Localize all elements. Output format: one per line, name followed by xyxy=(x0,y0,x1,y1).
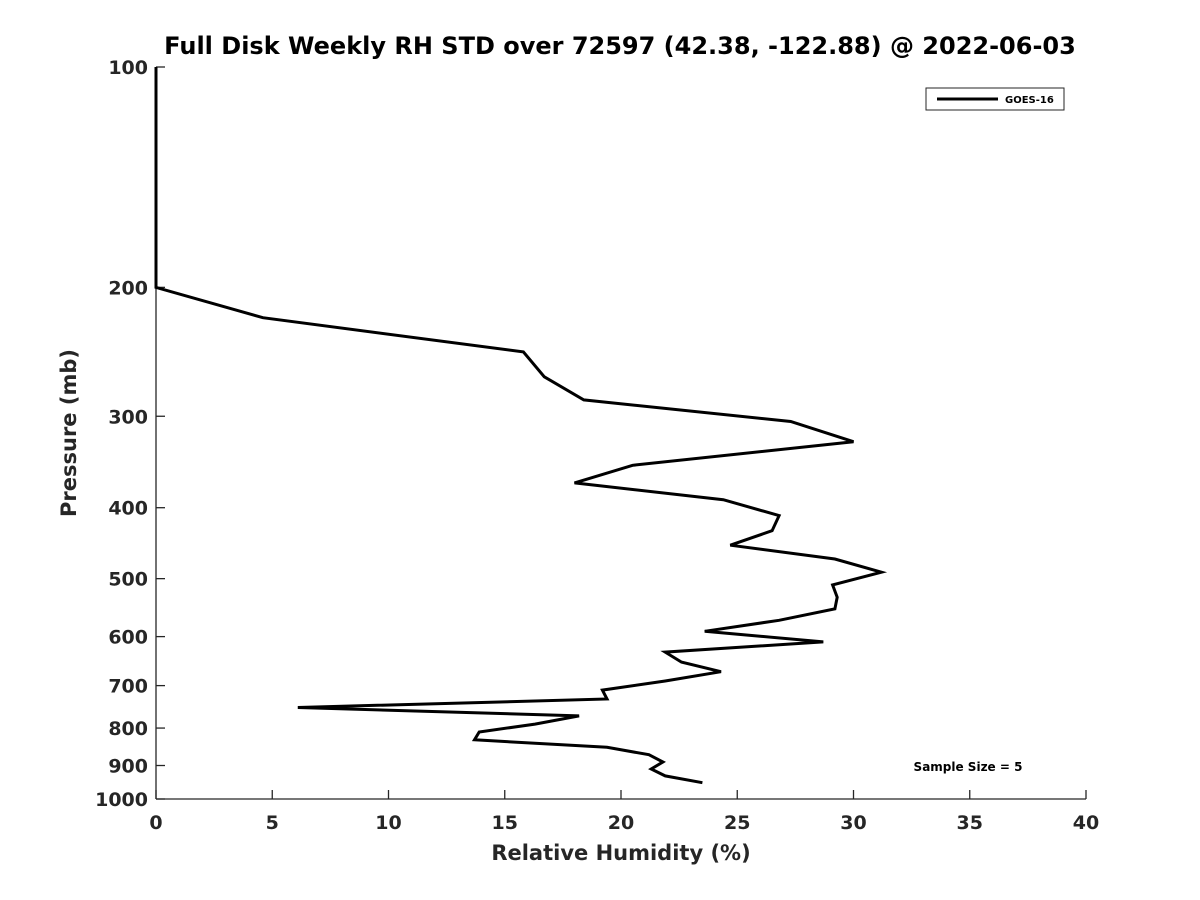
x-tick-label: 30 xyxy=(840,812,866,834)
legend: GOES-16 xyxy=(925,87,1065,111)
y-tick-label: 800 xyxy=(108,718,148,740)
series-line-goes-16 xyxy=(154,67,888,785)
legend-label-goes-16: GOES-16 xyxy=(1005,95,1054,106)
y-tick-label: 500 xyxy=(108,569,148,591)
x-tick-label: 20 xyxy=(608,812,634,834)
x-tick-label: 10 xyxy=(375,812,401,834)
x-tick-label: 40 xyxy=(1073,812,1099,834)
y-tick-label: 100 xyxy=(108,57,148,79)
y-tick-label: 600 xyxy=(108,627,148,649)
chart-title: Full Disk Weekly RH STD over 72597 (42.3… xyxy=(164,32,1076,60)
x-tick-label: 25 xyxy=(724,812,750,834)
y-tick-label: 300 xyxy=(108,406,148,428)
series-layer xyxy=(154,67,888,785)
x-ticks: 0 5 10 15 20 25 30 35 40 xyxy=(149,790,1099,834)
axes xyxy=(155,67,1086,800)
sample-size-annotation: Sample Size = 5 xyxy=(914,760,1023,774)
x-tick-label: 35 xyxy=(957,812,983,834)
x-tick-label: 15 xyxy=(492,812,518,834)
y-axis-label: Pressure (mb) xyxy=(57,349,81,517)
y-tick-label: 200 xyxy=(108,277,148,299)
x-axis-label: Relative Humidity (%) xyxy=(491,841,750,865)
x-tick-label: 0 xyxy=(149,812,162,834)
y-tick-label: 900 xyxy=(108,756,148,778)
x-tick-label: 5 xyxy=(266,812,279,834)
y-tick-label: 700 xyxy=(108,676,148,698)
y-tick-label: 400 xyxy=(108,498,148,520)
y-tick-label: 1000 xyxy=(95,789,148,811)
y-ticks: 100 200 300 400 500 600 700 800 900 1000 xyxy=(95,57,165,811)
